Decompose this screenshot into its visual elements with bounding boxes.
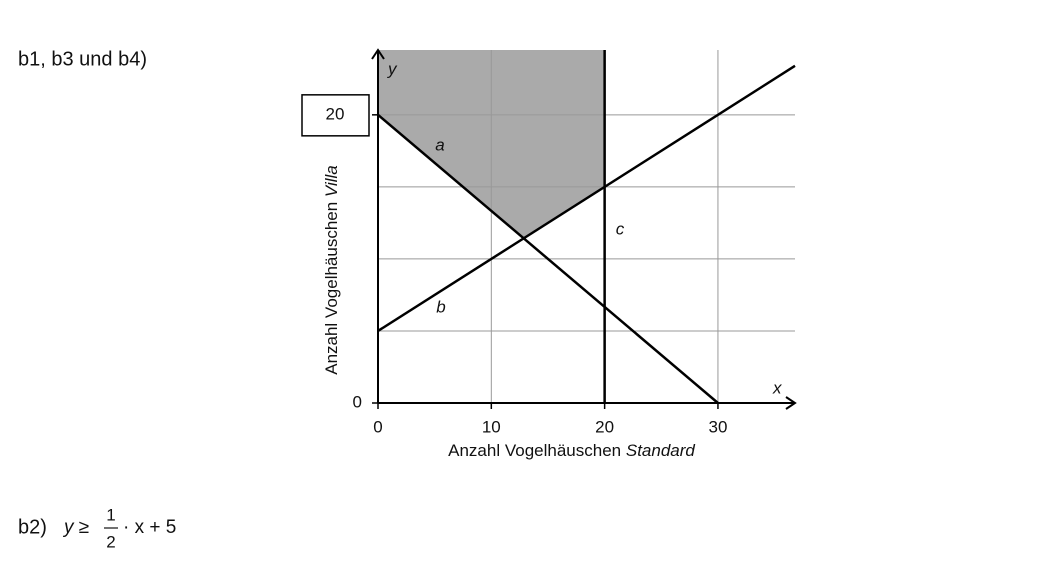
x-tick-label: 30 (708, 417, 727, 436)
heading: b1, b3 und b4) (18, 48, 147, 70)
x-tick-label: 20 (595, 417, 614, 436)
line-label: b (436, 297, 445, 316)
x-axis-label-text: Anzahl Vogelhäuschen (448, 441, 621, 460)
y-axis-label-emphasis: Villa (322, 165, 341, 197)
line (377, 64, 796, 333)
y-arrow (371, 48, 385, 60)
x-tick-label: 10 (482, 417, 501, 436)
x-axis-label-emphasis: Standard (626, 441, 696, 460)
y-axis-name: y (387, 59, 398, 78)
line (377, 113, 719, 404)
inequality-label: b2) (18, 516, 47, 538)
line-label: c (616, 219, 625, 238)
inequality: b2) y ≥ 1 2 · x + 5 (18, 505, 176, 551)
y-axis-label-text: Anzahl Vogelhäuschen (322, 202, 341, 375)
x-tick-label: 0 (373, 417, 382, 436)
x-arrow (785, 396, 797, 410)
tick-box (301, 94, 370, 137)
y-tick-label: 0 (353, 392, 362, 411)
numerator: 1 (106, 505, 115, 524)
inequality-rest: · x + 5 (123, 517, 176, 538)
x-axis-label: Anzahl Vogelhäuschen Standard (448, 441, 695, 460)
x-axis-name: x (772, 378, 782, 397)
line-label: a (435, 135, 444, 154)
y-tick-label: 20 (326, 104, 345, 123)
y-axis-label: Anzahl Vogelhäuschen Villa (322, 165, 341, 375)
denominator: 2 (106, 532, 115, 551)
inequality-lhs: y ≥ (62, 517, 89, 538)
